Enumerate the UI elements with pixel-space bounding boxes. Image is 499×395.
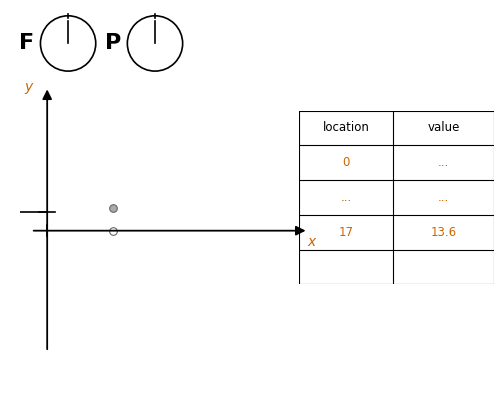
Text: F: F (19, 34, 34, 53)
Text: 0: 0 (342, 156, 350, 169)
Text: P: P (105, 34, 121, 53)
Text: y: y (24, 79, 32, 94)
Text: location: location (323, 122, 370, 134)
Text: x: x (307, 235, 315, 249)
Text: ...: ... (438, 156, 449, 169)
Text: value: value (427, 122, 460, 134)
Text: ...: ... (340, 191, 352, 204)
Text: ...: ... (438, 191, 449, 204)
Text: 17: 17 (339, 226, 354, 239)
Text: 13.6: 13.6 (430, 226, 457, 239)
